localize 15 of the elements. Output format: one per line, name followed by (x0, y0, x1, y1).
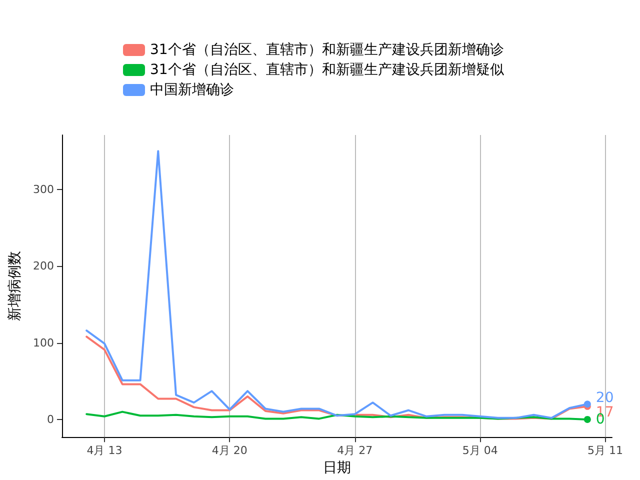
legend-label: 中国新增确诊 (150, 82, 234, 98)
x-tick-label: 5月 04 (462, 444, 498, 458)
y-tick-label: 0 (47, 412, 54, 426)
x-tick-label: 4月 13 (86, 444, 122, 458)
x-tick-label: 4月 20 (212, 444, 248, 458)
legend-label: 31个省（自治区、直辖市）和新疆生产建设兵团新增疑似 (150, 62, 504, 78)
legend-label: 31个省（自治区、直辖市）和新疆生产建设兵团新增确诊 (150, 42, 504, 58)
x-axis-title: 日期 (323, 460, 351, 476)
y-tick-label: 300 (33, 182, 54, 196)
x-tick-label: 5月 11 (588, 444, 624, 458)
y-tick-label: 100 (33, 336, 54, 350)
data-label: 20 (596, 390, 614, 406)
x-tick-label: 4月 27 (337, 444, 373, 458)
y-axis-title: 新增病例数 (7, 251, 23, 322)
y-tick-label: 200 (33, 260, 54, 273)
